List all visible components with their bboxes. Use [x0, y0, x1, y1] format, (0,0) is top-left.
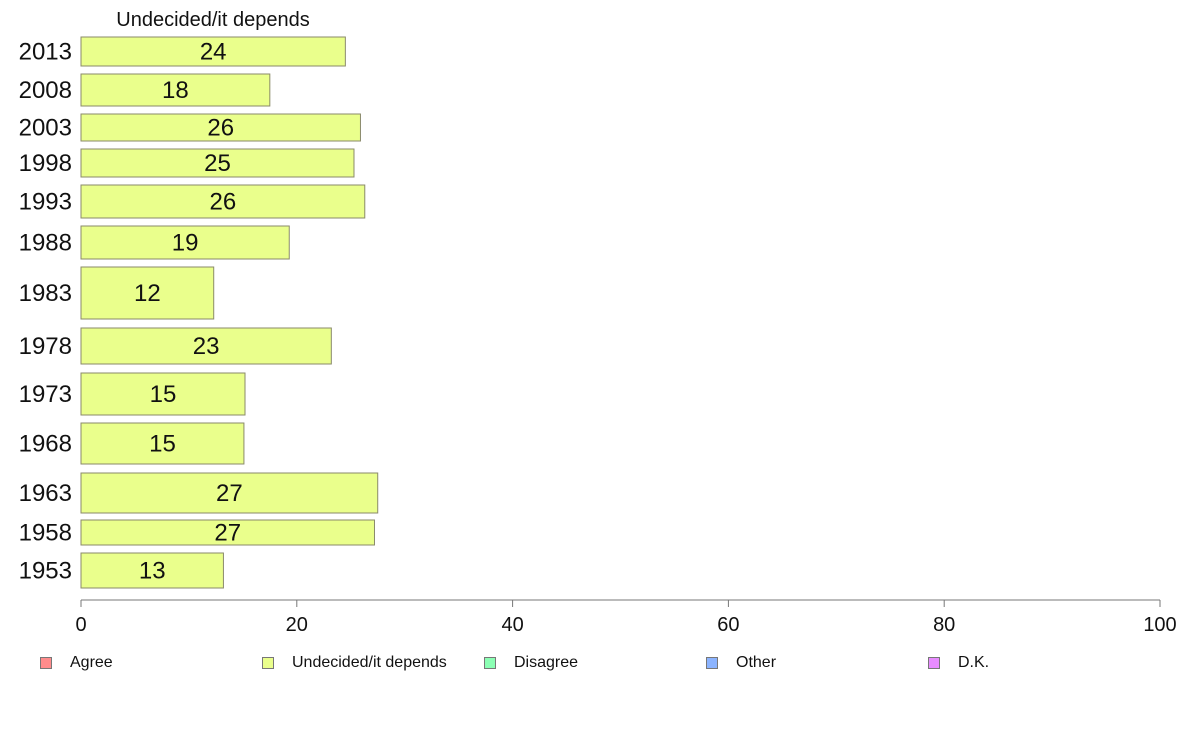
legend-swatch-agree: [40, 657, 52, 669]
data-label-1993: 26: [210, 189, 237, 216]
bar-1988: [80, 225, 290, 260]
legend-item-disagree: Disagree: [484, 654, 578, 672]
data-label-1963: 27: [216, 480, 243, 507]
data-label-2013: 24: [200, 39, 227, 66]
category-label-2008: 2008: [19, 77, 72, 104]
category-label-1993: 1993: [19, 189, 72, 216]
data-label-1973: 15: [150, 381, 177, 408]
legend: Agree Undecided/it depends Disagree Other D.…: [0, 654, 1188, 674]
category-label-1978: 1978: [19, 333, 72, 360]
legend-item-other: Other: [706, 654, 776, 672]
bar-1998: [80, 148, 355, 178]
bar-1953: [80, 552, 224, 589]
bar-chart: Undecided/it depends 2420131820082620032…: [19, 9, 1177, 636]
data-label-2003: 26: [207, 115, 234, 142]
bar-2003: [80, 113, 361, 142]
category-label-1963: 1963: [19, 480, 72, 507]
bar-1973: [80, 372, 246, 416]
bar-1968: [80, 422, 245, 465]
data-label-2008: 18: [162, 77, 189, 104]
bar-1963: [80, 472, 379, 514]
data-label-1958: 27: [214, 520, 241, 547]
x-tick-label-40: 40: [501, 614, 523, 636]
legend-item-undecided-it-depends: Undecided/it depends: [262, 654, 447, 672]
category-label-1973: 1973: [19, 381, 72, 408]
x-tick-label-60: 60: [717, 614, 739, 636]
legend-swatch-other: [706, 657, 718, 669]
bar-2008: [80, 73, 271, 107]
data-label-1983: 12: [134, 280, 161, 307]
legend-swatch-d-k: [928, 657, 940, 669]
legend-swatch-disagree: [484, 657, 496, 669]
category-label-1968: 1968: [19, 431, 72, 458]
x-tick-label-0: 0: [75, 614, 86, 636]
bar-1978: [80, 327, 332, 365]
legend-label-other: Other: [736, 654, 777, 671]
category-label-1983: 1983: [19, 280, 72, 307]
chart-title: Undecided/it depends: [116, 9, 309, 31]
legend-label-d-k: D.K.: [958, 654, 990, 671]
category-label-1988: 1988: [19, 230, 72, 257]
data-label-1998: 25: [204, 150, 231, 177]
legend-label-undecided-it-depends: Undecided/it depends: [292, 654, 447, 671]
legend-item-d-k: D.K.: [928, 654, 989, 672]
legend-item-agree: Agree: [40, 654, 113, 672]
category-label-1953: 1953: [19, 558, 72, 585]
bar-1958: [80, 519, 375, 546]
bar-2013: [80, 36, 346, 67]
legend-label-agree: Agree: [70, 654, 113, 671]
x-tick-label-20: 20: [286, 614, 308, 636]
data-label-1953: 13: [139, 558, 166, 585]
x-tick-label-100: 100: [1143, 614, 1176, 636]
category-label-1958: 1958: [19, 520, 72, 547]
data-label-1988: 19: [172, 230, 199, 257]
data-label-1978: 23: [193, 333, 220, 360]
category-label-2003: 2003: [19, 115, 72, 142]
bar-1983: [80, 266, 215, 320]
data-label-1968: 15: [149, 431, 176, 458]
x-tick-label-80: 80: [933, 614, 955, 636]
legend-label-disagree: Disagree: [514, 654, 579, 671]
category-label-1998: 1998: [19, 150, 72, 177]
legend-swatch-undecided-it-depends: [262, 657, 274, 669]
bar-1993: [80, 184, 366, 219]
category-label-2013: 2013: [19, 39, 72, 66]
